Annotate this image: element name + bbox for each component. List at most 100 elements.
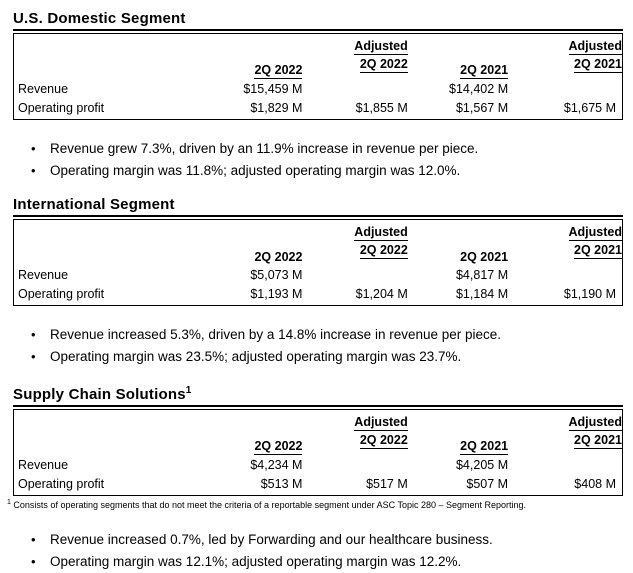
bullet-item: • Operating margin was 23.5%; adjusted op… <box>13 346 623 368</box>
cell-value: $1,855 M <box>355 101 408 115</box>
footnote: 1 Consists of operating segments that do… <box>7 497 623 511</box>
cell-value: $4,205 M <box>455 458 509 472</box>
col-header-label: Adjusted <box>568 39 622 55</box>
table-row-operating-profit: Operating profit $513 M $517 M $507 M $4… <box>14 476 623 496</box>
table-row-revenue: Revenue $4,234 M $4,205 M <box>14 457 623 476</box>
section-title-text: International Segment <box>13 196 175 213</box>
bullet-icon: • <box>31 554 36 569</box>
section-title-us-domestic: U.S. Domestic Segment <box>13 10 623 31</box>
row-label: Revenue <box>18 458 69 472</box>
empty-header-cell <box>14 34 203 82</box>
row-label: Operating profit <box>18 477 105 491</box>
cell-value: $517 M <box>366 477 408 491</box>
header-row: 2Q 2022 Adjusted 2Q 2022 2Q 2021 Adjusted… <box>14 410 623 458</box>
cell-value <box>508 81 622 100</box>
col-header-adjusted-2q2022: Adjusted 2Q 2022 <box>302 34 408 82</box>
col-header-2q2022: 2Q 2022 <box>202 220 302 268</box>
bullet-item: • Operating margin was 12.1%; adjusted op… <box>13 551 623 573</box>
cell-value: $14,402 M <box>449 82 509 96</box>
table-row-revenue: Revenue $5,073 M $4,817 M <box>14 267 623 286</box>
cell-value: $15,459 M <box>243 82 303 96</box>
col-header-adjusted-2q2021: Adjusted 2Q 2021 <box>508 410 622 458</box>
section-title-text: Supply Chain Solutions <box>13 386 186 403</box>
footnote-text: Consists of operating segments that do n… <box>13 500 527 510</box>
bullet-item: • Revenue increased 0.7%, led by Forwardi… <box>13 529 623 551</box>
col-header-label: 2Q 2021 <box>460 63 509 79</box>
bullet-text: Revenue increased 5.3%, driven by a 14.8… <box>50 327 502 342</box>
col-header-label: Adjusted <box>568 225 622 241</box>
col-header-label: Adjusted <box>354 415 408 431</box>
row-label: Revenue <box>18 82 69 96</box>
col-header-2q2021: 2Q 2021 <box>408 410 509 458</box>
section-title-international: International Segment <box>13 196 623 217</box>
section-title-footnote-marker: 1 <box>185 385 192 396</box>
table-row-operating-profit: Operating profit $1,193 M $1,204 M $1,18… <box>14 286 623 306</box>
bullet-icon: • <box>31 532 36 547</box>
col-header-adjusted-2q2021: Adjusted 2Q 2021 <box>508 34 622 82</box>
col-header-2q2022: 2Q 2022 <box>202 34 303 82</box>
cell-value: $1,184 M <box>455 287 509 301</box>
col-header-label: 2Q 2022 <box>359 57 408 73</box>
supply-chain-table: 2Q 2022 Adjusted 2Q 2022 2Q 2021 Adjusted… <box>13 409 623 496</box>
cell-value: $4,817 M <box>455 268 509 282</box>
cell-value: $4,234 M <box>250 458 303 472</box>
col-header-label: 2Q 2022 <box>359 433 408 449</box>
cell-value: $1,567 M <box>455 101 509 115</box>
bullet-icon: • <box>31 327 36 342</box>
table-row-revenue: Revenue $15,459 M $14,402 M <box>14 81 623 100</box>
bullet-text: Operating margin was 12.1%; adjusted ope… <box>50 554 462 569</box>
col-header-label: 2Q 2022 <box>254 250 303 264</box>
us-domestic-table: 2Q 2022 Adjusted 2Q 2022 2Q 2021 Adjusted… <box>13 33 623 120</box>
col-header-2q2021: 2Q 2021 <box>408 34 509 82</box>
cell-value <box>302 457 407 476</box>
bullet-list: • Revenue grew 7.3%, driven by an 11.9% i… <box>13 138 623 182</box>
cell-value <box>302 81 407 100</box>
cell-value: $5,073 M <box>250 268 303 282</box>
col-header-adjusted-2q2021: Adjusted 2Q 2021 <box>508 220 622 268</box>
bullet-icon: • <box>31 349 36 364</box>
col-header-label: 2Q 2022 <box>254 439 303 455</box>
col-header-adjusted-2q2022: Adjusted 2Q 2022 <box>302 220 408 268</box>
empty-header-cell <box>14 410 203 458</box>
bullet-text: Revenue increased 0.7%, led by Forwardin… <box>50 532 493 547</box>
cell-value: $1,190 M <box>563 287 616 301</box>
bullet-text: Operating margin was 11.8%; adjusted ope… <box>50 163 461 178</box>
cell-value <box>302 267 407 286</box>
col-header-label: 2Q 2021 <box>460 439 509 455</box>
table-row-operating-profit: Operating profit $1,829 M $1,855 M $1,56… <box>14 100 623 120</box>
bullet-list: • Revenue increased 5.3%, driven by a 14.… <box>13 324 623 368</box>
col-header-label: 2Q 2021 <box>574 433 622 449</box>
col-header-label: 2Q 2022 <box>359 243 408 259</box>
col-header-label: 2Q 2022 <box>254 63 303 79</box>
cell-value: $408 M <box>574 477 616 491</box>
cell-value <box>508 267 622 286</box>
bullet-text: Operating margin was 23.5%; adjusted ope… <box>50 349 462 364</box>
col-header-label: Adjusted <box>568 415 622 431</box>
col-header-label: 2Q 2021 <box>574 57 622 73</box>
cell-value <box>508 457 622 476</box>
bullet-icon: • <box>31 163 36 178</box>
col-header-label: Adjusted <box>354 39 408 55</box>
section-title-supply-chain: Supply Chain Solutions1 <box>13 382 623 407</box>
cell-value: $1,675 M <box>563 101 616 115</box>
col-header-2q2022: 2Q 2022 <box>202 410 303 458</box>
footnote-marker: 1 <box>7 499 11 506</box>
cell-value: $1,204 M <box>355 287 408 301</box>
row-label: Revenue <box>18 268 69 282</box>
international-table: 2Q 2022 Adjusted 2Q 2022 2Q 2021 Adjusted… <box>13 219 623 306</box>
empty-header-cell <box>14 220 203 268</box>
cell-value: $1,193 M <box>250 287 303 301</box>
segment-international: International Segment 2Q 2022 Adjusted 2Q… <box>13 196 623 368</box>
section-title-text: U.S. Domestic Segment <box>13 10 186 27</box>
cell-value: $507 M <box>466 477 509 491</box>
bullet-text: Revenue grew 7.3%, driven by an 11.9% in… <box>50 141 479 156</box>
row-label: Operating profit <box>18 287 105 301</box>
bullet-item: • Revenue grew 7.3%, driven by an 11.9% i… <box>13 138 623 160</box>
col-header-label: Adjusted <box>354 225 408 241</box>
col-header-2q2021: 2Q 2021 <box>408 220 508 268</box>
segment-us-domestic: U.S. Domestic Segment 2Q 2022 Adjusted 2Q… <box>13 10 623 182</box>
segment-supply-chain-solutions: Supply Chain Solutions1 2Q 2022 Adjusted… <box>7 382 623 573</box>
cell-value: $1,829 M <box>250 101 303 115</box>
header-row: 2Q 2022 Adjusted 2Q 2022 2Q 2021 Adjusted… <box>14 34 623 82</box>
